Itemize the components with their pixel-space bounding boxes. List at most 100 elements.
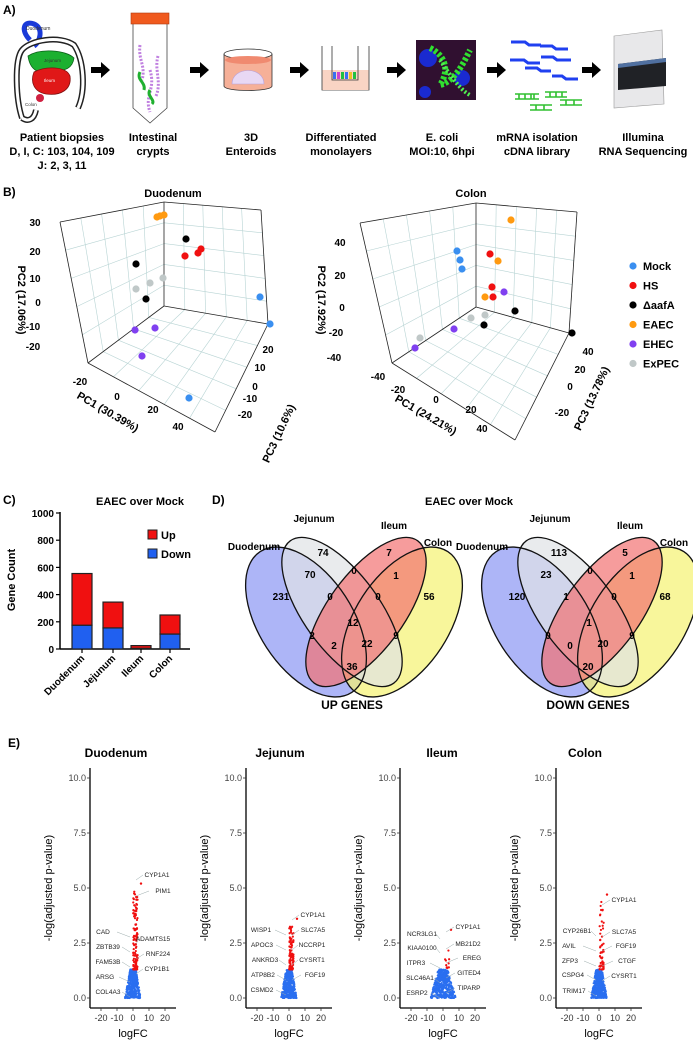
- pca-point-HS: [488, 283, 496, 291]
- z-tick-label: 20: [574, 365, 586, 376]
- volcano-point-down: [291, 981, 294, 984]
- volcano-point-down: [432, 995, 435, 998]
- pc2-axis-label: PC2 (17.92%): [315, 265, 327, 334]
- volcano-point-down: [293, 995, 297, 998]
- label-leader-line: [587, 990, 597, 997]
- y-tick-label: 30: [29, 218, 41, 229]
- panel-c-bar-chart: EAEC over Mock 0 200 400 600 800 1000 Gene Coun…: [6, 496, 191, 698]
- volcano-point-down: [129, 978, 133, 982]
- pc1-axis-label: PC1 (30.39%): [75, 390, 141, 435]
- volcano-title: Ileum: [426, 746, 457, 760]
- z-tick-label: -10: [243, 394, 258, 405]
- volcano-point-up: [133, 893, 137, 896]
- volcano-point-down: [595, 987, 598, 990]
- volcano-point-down: [284, 976, 287, 979]
- volcano-point-down: [446, 974, 449, 977]
- volcano-point-up: [600, 957, 603, 960]
- volcano-point-down: [133, 975, 136, 978]
- pca-point-ExPEC: [467, 314, 475, 322]
- gene-label: RNF224: [146, 951, 171, 958]
- volcano-point-up: [132, 909, 135, 912]
- venn-region-count: 0: [587, 566, 593, 577]
- gene-label: ARSG: [96, 974, 114, 981]
- volcano-point-down: [283, 980, 286, 983]
- volcano-point-down: [137, 986, 141, 989]
- volcano-point-up: [288, 925, 292, 928]
- volcano-point-down: [125, 995, 128, 998]
- grid-line: [65, 222, 165, 251]
- grid-line: [221, 206, 227, 317]
- pca-plot-duodenum: Duodenum3020100-10-20-200204020100-10-20…: [15, 188, 298, 465]
- x-tick-label: 20: [626, 1013, 636, 1023]
- gene-label: SLC7A5: [301, 927, 326, 934]
- volcano-point-down: [443, 981, 446, 984]
- y-tick-label: 0: [339, 303, 345, 314]
- grid-line: [425, 340, 537, 398]
- volcano-point-down: [132, 972, 135, 975]
- venn-region-count: 9: [393, 631, 399, 642]
- label-leader-line: [276, 974, 287, 981]
- pca-point-EHEC: [131, 326, 139, 334]
- venn-caption: DOWN GENES: [546, 698, 629, 712]
- volcano-point-down: [292, 996, 295, 999]
- volcano-point-down: [129, 989, 132, 992]
- volcano-point-down: [127, 996, 130, 1000]
- enteroid-dish-icon: [223, 48, 273, 91]
- legend-label: Down: [161, 549, 191, 561]
- grid-line: [82, 284, 165, 336]
- grid-line: [241, 208, 248, 321]
- volcano-point-down: [133, 970, 136, 973]
- pca-title: Colon: [455, 188, 486, 200]
- y-tick-label: 200: [37, 618, 54, 629]
- workflow-step-label: monolayers: [310, 146, 372, 158]
- volcano-point-down: [293, 982, 296, 986]
- volcano-point-down: [130, 976, 133, 980]
- pca-point-ΔaafA: [568, 329, 576, 337]
- grid-line: [512, 206, 517, 318]
- volcano-point-up: [134, 923, 137, 926]
- volcano-point-down: [290, 993, 294, 996]
- volcano-point-down: [290, 990, 293, 994]
- z-tick-label: 0: [252, 382, 258, 393]
- volcano-point-down: [293, 988, 296, 992]
- grid-line: [550, 210, 558, 328]
- x-tick-label: -10: [110, 1013, 123, 1023]
- volcano-point-up: [601, 968, 604, 971]
- volcano-point-up: [134, 962, 137, 965]
- volcano-point-down: [451, 993, 454, 996]
- legend-label: EAEC: [643, 320, 674, 332]
- venn-region-count: 74: [317, 548, 329, 559]
- arrow-right-icon: [487, 62, 506, 78]
- bar-down: [71, 624, 93, 650]
- volcano-point-up: [132, 943, 136, 946]
- intestine-label-duodenum: Duodenum: [26, 26, 50, 32]
- gene-label: GITED4: [457, 970, 481, 977]
- label-leader-line: [586, 974, 597, 981]
- volcano-point-down: [138, 989, 141, 992]
- volcano-point-down: [293, 985, 296, 988]
- venn-region-count: 0: [327, 592, 333, 603]
- venn-set-label: Colon: [424, 538, 452, 549]
- gene-label: CYP1B1: [145, 966, 170, 973]
- label-leader-line: [121, 991, 131, 998]
- volcano-point-up: [135, 918, 139, 922]
- pca-point-EHEC: [450, 325, 458, 333]
- volcano-point-down: [290, 970, 293, 973]
- volcano-point-down: [599, 972, 603, 975]
- pca-point-Mock: [185, 394, 193, 402]
- pc2-axis-label: PC2 (17.06%): [15, 265, 27, 334]
- volcano-jejunum: Jejunum 10.0 7.5 5.0 2.5 0.0 -20 -10 0 10 20 logFC -…: [199, 746, 332, 1040]
- venn-region-count: 5: [622, 548, 628, 559]
- legend-marker: [629, 301, 637, 309]
- volcano-point-up: [132, 954, 135, 957]
- volcano-point-down: [283, 994, 286, 997]
- volcano-point-down: [130, 991, 133, 994]
- pca-point-Mock: [453, 247, 461, 255]
- venn-region-count: 231: [273, 592, 290, 603]
- volcano-point-down: [443, 975, 446, 978]
- venn-set-ileum: [305, 537, 427, 687]
- workflow-step-label: E. coli: [426, 132, 458, 144]
- venn-region-count: 36: [346, 662, 358, 673]
- gene-label: CYP26B1: [563, 928, 592, 935]
- label-leader-line: [278, 959, 287, 966]
